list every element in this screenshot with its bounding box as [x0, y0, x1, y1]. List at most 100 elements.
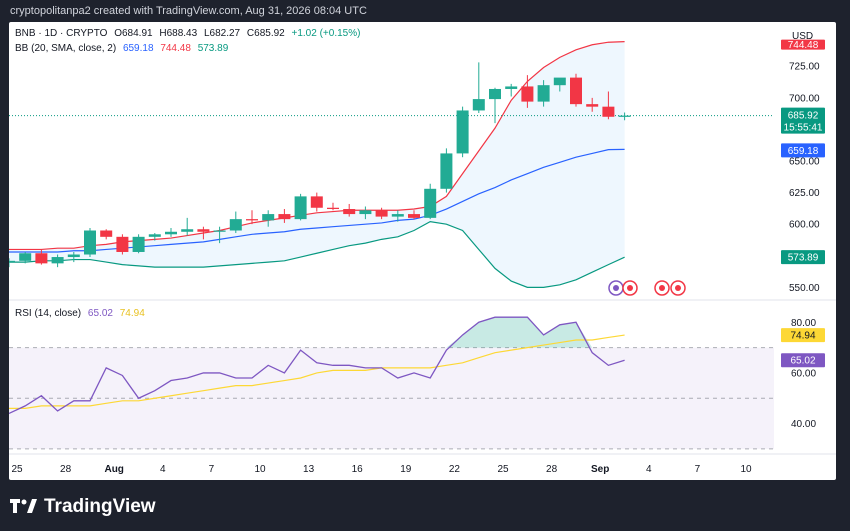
- bb-fill-layer: [9, 41, 625, 288]
- legend-bb-basis: 659.18: [122, 43, 154, 54]
- candle-body: [35, 253, 48, 264]
- bb-basis-badge: 659.18: [788, 146, 819, 157]
- time-tick-label: 13: [303, 464, 315, 475]
- candle-body: [246, 219, 258, 221]
- candle-body: [391, 214, 404, 217]
- candle-body: [100, 230, 113, 237]
- legend-rsi: RSI (14, close) 65.02 74.94: [15, 308, 149, 319]
- time-tick-label: Sep: [591, 464, 609, 475]
- price-tick-label: 700.00: [789, 93, 820, 104]
- candle-body: [440, 153, 453, 189]
- candle-body: [521, 86, 534, 102]
- price-badge: 685.92: [788, 111, 819, 122]
- candle-body: [602, 106, 615, 117]
- candle-body: [408, 214, 420, 218]
- candle-body: [262, 214, 275, 221]
- grid-layer: [9, 299, 836, 455]
- candle-body: [586, 104, 599, 107]
- candle-body: [197, 229, 210, 232]
- time-tick-label: 7: [695, 464, 701, 475]
- legend-high: H688.43: [159, 28, 198, 39]
- rsi-badge: 65.02: [790, 356, 815, 367]
- footer-brand: TradingView: [10, 494, 156, 520]
- rsi-tick-label: 80.00: [791, 318, 816, 329]
- price-badge-bg: [781, 107, 825, 134]
- candle-body: [424, 188, 437, 218]
- rsi-tick-label: 60.00: [791, 368, 816, 379]
- rsi-ma-line: [9, 334, 625, 409]
- rsi-ma-badge: 74.94: [790, 331, 815, 342]
- rsi-tick-label: 40.00: [791, 419, 816, 430]
- time-tick-label: 25: [497, 464, 509, 475]
- candle-body: [213, 230, 226, 232]
- flag-icon-dot: [659, 285, 665, 291]
- candle-body: [84, 230, 96, 255]
- bb-lower-badge: 573.89: [788, 253, 819, 264]
- bb-basis-badge-bg: [781, 143, 825, 158]
- candle-body: [19, 253, 32, 261]
- candle-body: [327, 207, 339, 210]
- flag-icon-dot: [627, 285, 633, 291]
- time-tick-label: 25: [11, 464, 23, 475]
- candle-body: [165, 231, 177, 235]
- price-tick-label: 725.00: [789, 62, 820, 73]
- rsi-line: [9, 316, 625, 415]
- dividend-icon-dot: [613, 285, 619, 291]
- candle-body: [618, 115, 631, 117]
- candle-body: [456, 110, 469, 154]
- time-tick-label: 19: [400, 464, 412, 475]
- legend-rsi-name: RSI (14, close): [15, 308, 82, 319]
- time-tick-label: Aug: [104, 464, 123, 475]
- tradingview-logo-icon: [10, 499, 37, 513]
- countdown-badge: 15:55:41: [784, 123, 823, 134]
- legend-bb-lower: 573.89: [197, 43, 229, 54]
- rsi-layer: [9, 316, 774, 450]
- legend-bb-upper: 744.48: [160, 43, 191, 54]
- candle-body: [132, 236, 145, 252]
- chart-panel[interactable]: 550.00575.00600.00625.00650.00675.00700.…: [9, 22, 836, 480]
- price-tick-label: 600.00: [789, 220, 820, 231]
- legend-symbol: BNB · 1D · CRYPTO O684.91 H688.43 L682.2…: [15, 28, 364, 39]
- candle-body: [294, 196, 307, 220]
- footer-brand-text: TradingView: [44, 496, 156, 517]
- time-tick-label: 4: [646, 464, 652, 475]
- candle-body: [570, 77, 582, 105]
- candle-body: [489, 88, 501, 100]
- legend-change: +1.02 (+0.15%): [291, 28, 361, 39]
- time-tick-label: 28: [60, 464, 72, 475]
- event-icons-layer: [608, 280, 686, 296]
- time-tick-label: 10: [254, 464, 266, 475]
- legend-bollinger: BB (20, SMA, close, 2) 659.18 744.48 573…: [15, 43, 232, 54]
- price-axis-currency: USD: [792, 31, 813, 42]
- candle-body: [537, 85, 550, 102]
- time-tick-label: 4: [160, 464, 166, 475]
- candle-body: [181, 229, 194, 232]
- bb-lower-line: [9, 221, 625, 288]
- legend-rsi-ma: 74.94: [119, 308, 145, 319]
- bb-basis-line: [9, 148, 625, 253]
- header-attribution: cryptopolitanpa2 created with TradingVie…: [10, 5, 367, 17]
- chart-canvas[interactable]: 550.00575.00600.00625.00650.00675.00700.…: [9, 22, 836, 480]
- candle-body: [553, 77, 566, 86]
- legend-open: O684.91: [114, 28, 153, 39]
- price-tick-label: 625.00: [789, 188, 820, 199]
- candle-body: [359, 210, 372, 215]
- candle-body: [505, 86, 518, 89]
- time-tick-label: 10: [740, 464, 752, 475]
- rsi-band-fill: [9, 347, 774, 449]
- candle-body: [51, 257, 64, 264]
- candle-body: [67, 254, 80, 258]
- time-tick-label: 22: [449, 464, 461, 475]
- flag-icon-dot: [675, 285, 681, 291]
- legend-low: L682.27: [203, 28, 241, 39]
- candle-body: [375, 210, 388, 217]
- legend-close: C685.92: [246, 28, 285, 39]
- candle-body: [9, 260, 15, 263]
- candle-body: [343, 209, 356, 215]
- time-tick-label: 7: [209, 464, 215, 475]
- legend-symbol-name: BNB · 1D · CRYPTO: [15, 28, 108, 39]
- price-tick-label: 650.00: [789, 157, 820, 168]
- bb-upper-badge: 744.48: [788, 40, 819, 51]
- candle-body: [472, 99, 485, 111]
- candle-body: [229, 219, 242, 231]
